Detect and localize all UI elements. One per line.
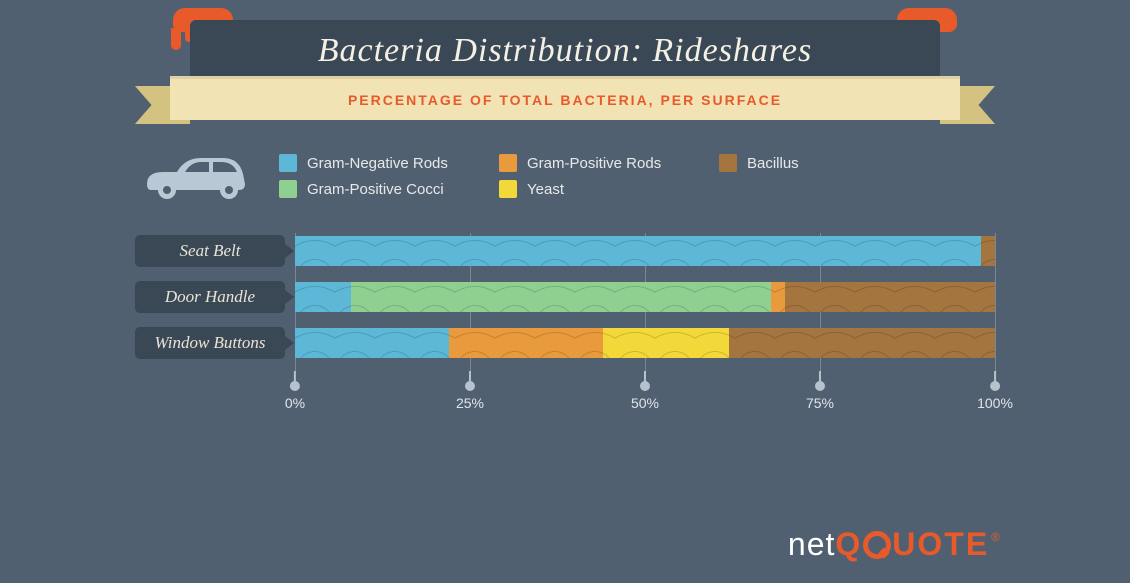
axis-tick: 75% (806, 371, 834, 411)
chart-title: Bacteria Distribution: Rideshares (230, 32, 900, 70)
row-label: Seat Belt (135, 235, 285, 267)
bar-row: Window Buttons (295, 325, 995, 361)
legend-swatch (499, 180, 517, 198)
legend-swatch (499, 154, 517, 172)
logo-uote: UOTE (892, 526, 989, 563)
axis-tick: 50% (631, 371, 659, 411)
bar-segment (449, 328, 603, 358)
legend-item: Bacillus (719, 154, 899, 172)
bar-segment (729, 328, 995, 358)
bar-row: Door Handle (295, 279, 995, 315)
chart-subtitle: PERCENTAGE OF TOTAL BACTERIA, PER SURFAC… (348, 92, 782, 108)
axis-tick: 100% (977, 371, 1013, 411)
bar-segment (603, 328, 729, 358)
row-label: Window Buttons (135, 327, 285, 359)
x-axis: 0%25%50%75%100% (295, 371, 995, 407)
legend-item: Gram-Positive Rods (499, 154, 679, 172)
bar-segment (295, 328, 449, 358)
netquote-logo: net Q UOTE ® (788, 526, 1000, 563)
axis-tick: 0% (285, 371, 305, 411)
legend-item: Gram-Positive Cocci (279, 180, 459, 198)
bar-segment (785, 282, 995, 312)
legend-swatch (719, 154, 737, 172)
legend-swatch (279, 154, 297, 172)
legend-label: Yeast (527, 181, 564, 198)
stacked-bar-chart: Seat Belt Door Handle Window Buttons (135, 233, 995, 361)
bars-area: Seat Belt Door Handle Window Buttons 0%25%… (135, 233, 995, 407)
stacked-bar (295, 328, 995, 358)
logo-registered: ® (991, 530, 1000, 544)
bar-segment (981, 236, 995, 266)
legend-item: Yeast (499, 180, 679, 198)
bar-row: Seat Belt (295, 233, 995, 269)
bar-segment (295, 236, 981, 266)
bar-segment (771, 282, 785, 312)
car-icon (135, 148, 255, 209)
tick-label: 50% (631, 395, 659, 411)
axis-tick: 25% (456, 371, 484, 411)
legend-label: Gram-Negative Rods (307, 155, 448, 172)
legend-item: Gram-Negative Rods (279, 154, 459, 172)
gridline (995, 233, 996, 371)
logo-o-icon (863, 531, 891, 559)
legend-label: Gram-Positive Rods (527, 155, 661, 172)
legend-label: Gram-Positive Cocci (307, 181, 444, 198)
stacked-bar (295, 236, 995, 266)
tick-label: 100% (977, 395, 1013, 411)
subtitle-ribbon: PERCENTAGE OF TOTAL BACTERIA, PER SURFAC… (135, 76, 995, 120)
legend: Gram-Negative Rods Gram-Positive Rods Baci… (279, 148, 995, 198)
logo-q: Q (835, 526, 862, 563)
legend-label: Bacillus (747, 155, 799, 172)
bar-segment (351, 282, 771, 312)
stacked-bar (295, 282, 995, 312)
chart-content: Gram-Negative Rods Gram-Positive Rods Baci… (135, 148, 995, 407)
tick-label: 0% (285, 395, 305, 411)
legend-swatch (279, 180, 297, 198)
row-label: Door Handle (135, 281, 285, 313)
header-banner: Bacteria Distribution: Rideshares PERCEN… (135, 20, 995, 120)
title-bar: Bacteria Distribution: Rideshares (190, 20, 940, 80)
logo-net: net (788, 526, 835, 563)
tick-label: 25% (456, 395, 484, 411)
tick-label: 75% (806, 395, 834, 411)
bar-segment (295, 282, 351, 312)
